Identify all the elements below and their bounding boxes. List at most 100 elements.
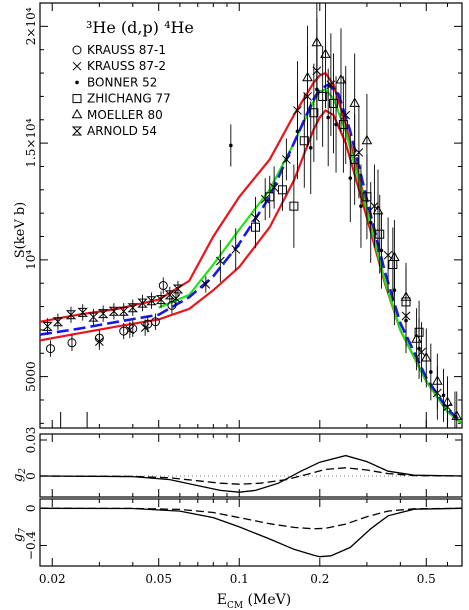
x-tick-label: 0.1 — [230, 572, 249, 586]
data-point — [282, 155, 291, 164]
data-point — [88, 312, 99, 322]
data-point — [95, 337, 104, 346]
data-point — [311, 36, 323, 47]
data-point — [308, 145, 313, 150]
x-tick-label: 0.2 — [310, 572, 329, 586]
data-point — [150, 317, 160, 327]
y-tick-label: 0 — [24, 504, 38, 512]
y-tick-label: 5000 — [24, 361, 38, 392]
main-y-axis-label: S(keV b) — [13, 202, 28, 258]
legend-label: MOELLER 80 — [87, 108, 163, 122]
data-point — [318, 91, 328, 101]
data-point — [326, 115, 331, 120]
legend-marker-hourglass — [71, 126, 83, 136]
main-frame — [39, 2, 463, 429]
g7-curve-1 — [39, 507, 463, 558]
legend-label: KRAUSS 87-1 — [87, 43, 166, 57]
series-triangle — [302, 3, 463, 428]
x-axis-label: ECM (MeV) — [217, 592, 291, 610]
data-point — [338, 119, 348, 129]
legend-marker-x — [72, 61, 82, 71]
y-tick-label: 0 — [24, 472, 38, 480]
g7-panel: 0 −0.4 — [24, 498, 463, 567]
data-point — [260, 194, 270, 204]
g2-curve-2 — [39, 467, 463, 485]
data-point — [370, 201, 379, 211]
data-point — [155, 295, 167, 305]
g2-frame — [39, 433, 463, 498]
legend: KRAUSS 87-1 KRAUSS 87-2 BONNER 52 ZHICHANG … — [71, 43, 171, 138]
data-point — [97, 309, 109, 319]
data-point — [108, 306, 120, 316]
main-panel: 5000 10⁴ 1.5×10⁴ 2×10⁴ — [24, 2, 463, 429]
data-point — [389, 251, 400, 262]
legend-marker-circle — [72, 45, 82, 55]
data-point — [140, 323, 150, 332]
data-point — [441, 393, 446, 398]
data-point — [42, 321, 53, 331]
data-point — [302, 71, 313, 82]
x-tick-label: 0.02 — [39, 572, 66, 586]
data-point — [420, 351, 432, 362]
data-point — [375, 229, 385, 239]
data-point — [379, 248, 384, 253]
data-point — [289, 201, 299, 211]
data-point — [309, 108, 319, 118]
x-tick-label: 0.05 — [145, 572, 172, 586]
data-point — [299, 136, 309, 146]
y-tick-label: 2×10⁴ — [24, 7, 38, 45]
data-point — [400, 291, 412, 301]
g7-frame — [39, 498, 463, 567]
data-point — [250, 222, 260, 232]
data-point — [429, 370, 433, 374]
data-point — [349, 97, 361, 107]
data-point — [362, 192, 372, 202]
data-point — [137, 298, 148, 308]
data-point — [269, 183, 279, 192]
legend-marker-triangle — [71, 108, 83, 119]
data-point — [348, 176, 353, 180]
data-point — [158, 281, 168, 291]
legend-marker-square — [72, 94, 82, 104]
data-point — [383, 250, 393, 260]
data-point — [359, 204, 363, 208]
data-point — [172, 284, 184, 294]
g7-curve-2 — [39, 507, 463, 530]
fit-curve-2 — [40, 108, 462, 425]
y-tick-label: 0.03 — [24, 427, 38, 454]
y-tick-label: 10⁴ — [24, 250, 38, 270]
data-point — [146, 296, 157, 306]
g2-panel: 0.03 0 — [24, 427, 463, 498]
series-hourglass — [42, 280, 184, 335]
data-point — [201, 280, 211, 289]
data-point — [171, 294, 181, 303]
legend-marker-dot — [75, 80, 79, 85]
data-point — [277, 185, 287, 195]
data-point — [368, 220, 373, 225]
x-tick-label: 0.5 — [417, 572, 436, 586]
data-point — [431, 375, 443, 385]
data-point — [216, 256, 225, 266]
legend-label: ARNOLD 54 — [87, 124, 157, 138]
data-point — [67, 338, 77, 348]
data-point — [164, 290, 175, 300]
data-point — [361, 134, 373, 145]
y-tick-label: −0.4 — [24, 531, 38, 561]
data-point — [451, 410, 463, 420]
data-point — [127, 303, 138, 313]
data-point — [295, 129, 300, 134]
data-point — [125, 325, 135, 335]
data-point — [77, 307, 88, 317]
x-axis: 0.02 0.05 0.1 0.2 0.5 — [39, 572, 436, 586]
data-point — [118, 306, 129, 316]
data-point — [334, 122, 338, 127]
data-point — [320, 48, 331, 58]
legend-label: ZHICHANG 77 — [87, 92, 171, 106]
data-point — [45, 344, 55, 354]
data-point — [119, 326, 129, 336]
data-point — [231, 245, 241, 254]
g2-y-axis-label: g2 — [11, 468, 28, 482]
y-tick-label: 1.5×10⁴ — [24, 118, 38, 167]
data-point — [411, 333, 422, 343]
